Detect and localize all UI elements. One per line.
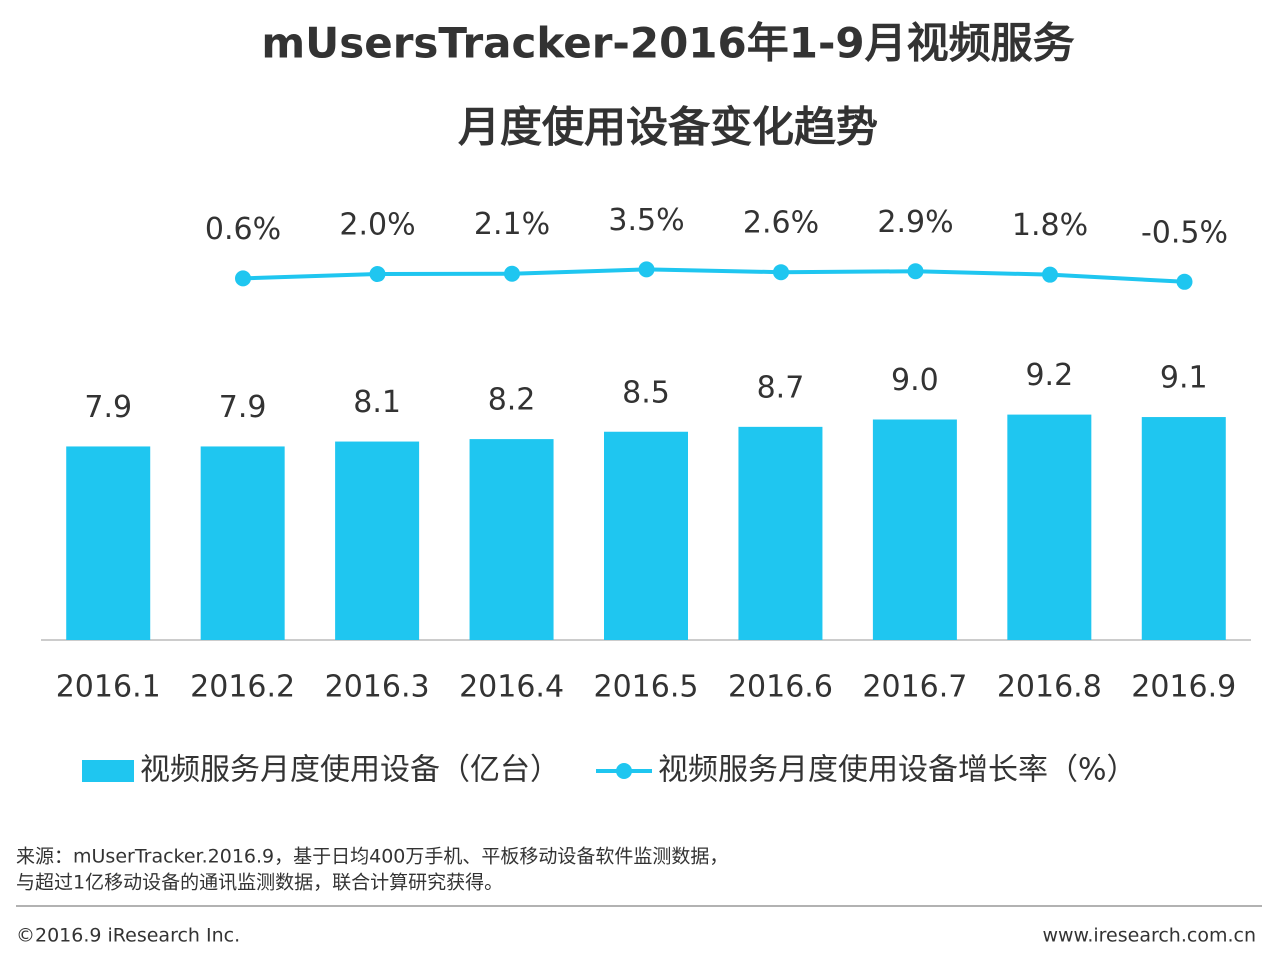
x-tick-label: 2016.2 [190, 670, 295, 705]
legend-swatch [616, 763, 632, 779]
line-point [773, 264, 789, 281]
legend-label: 视频服务月度使用设备（亿台） [140, 753, 560, 788]
line-point [1176, 273, 1193, 290]
legend-swatch [82, 760, 134, 782]
line-point [638, 261, 655, 278]
bar [604, 431, 688, 640]
legend-label: 视频服务月度使用设备增长率（%） [658, 753, 1137, 788]
x-tick-label: 2016.1 [56, 670, 161, 705]
x-tick-label: 2016.4 [459, 670, 564, 705]
x-tick-label: 2016.5 [594, 670, 699, 705]
x-tick-label: 2016.6 [728, 670, 833, 705]
line-point [907, 263, 924, 280]
data-label: 8.5 [622, 375, 670, 410]
data-label: 7.9 [84, 390, 132, 425]
x-tick-label: 2016.7 [862, 670, 967, 705]
bar [335, 441, 420, 640]
data-label: 2.0% [339, 208, 415, 243]
bar [738, 426, 823, 640]
data-label: 9.1 [1160, 361, 1208, 396]
x-tick-label: 2016.9 [1131, 670, 1236, 705]
data-label: 1.8% [1012, 208, 1088, 243]
data-label: 7.9 [219, 390, 267, 425]
footer-right: www.iresearch.com.cn [1042, 925, 1256, 947]
x-tick-label: 2016.8 [997, 670, 1102, 705]
footer-left: ©2016.9 iResearch Inc. [16, 925, 240, 947]
bar [200, 446, 285, 640]
data-label: 8.1 [353, 385, 401, 420]
source-text: 与超过1亿移动设备的通讯监测数据，联合计算研究获得。 [16, 872, 503, 894]
data-label: 9.2 [1025, 358, 1073, 393]
bar [1141, 417, 1226, 640]
data-label: 2.9% [877, 205, 953, 240]
bar [872, 419, 957, 640]
data-label: 8.7 [757, 370, 805, 405]
bar [66, 446, 151, 640]
data-label: 3.5% [608, 203, 684, 238]
line-point [1042, 266, 1058, 283]
data-label: 2.1% [474, 207, 550, 242]
data-label: 8.2 [488, 383, 536, 418]
line-point [369, 266, 386, 283]
line-point [235, 270, 251, 287]
data-label: 0.6% [205, 212, 281, 247]
x-tick-label: 2016.3 [325, 670, 430, 705]
bar [1007, 414, 1092, 640]
line [242, 267, 1185, 284]
line-point [504, 265, 520, 282]
data-label: -0.5% [1141, 215, 1228, 250]
data-label: 9.0 [891, 363, 939, 398]
data-label: 2.6% [743, 206, 819, 241]
source-text: 来源：mUserTracker.2016.9，基于日均400万手机、平板移动设备… [16, 846, 728, 868]
chart-title: 月度使用设备变化趋势 [458, 103, 878, 152]
bar [469, 439, 554, 640]
chart-title: mUsersTracker-2016年1-9月视频服务 [261, 19, 1074, 68]
